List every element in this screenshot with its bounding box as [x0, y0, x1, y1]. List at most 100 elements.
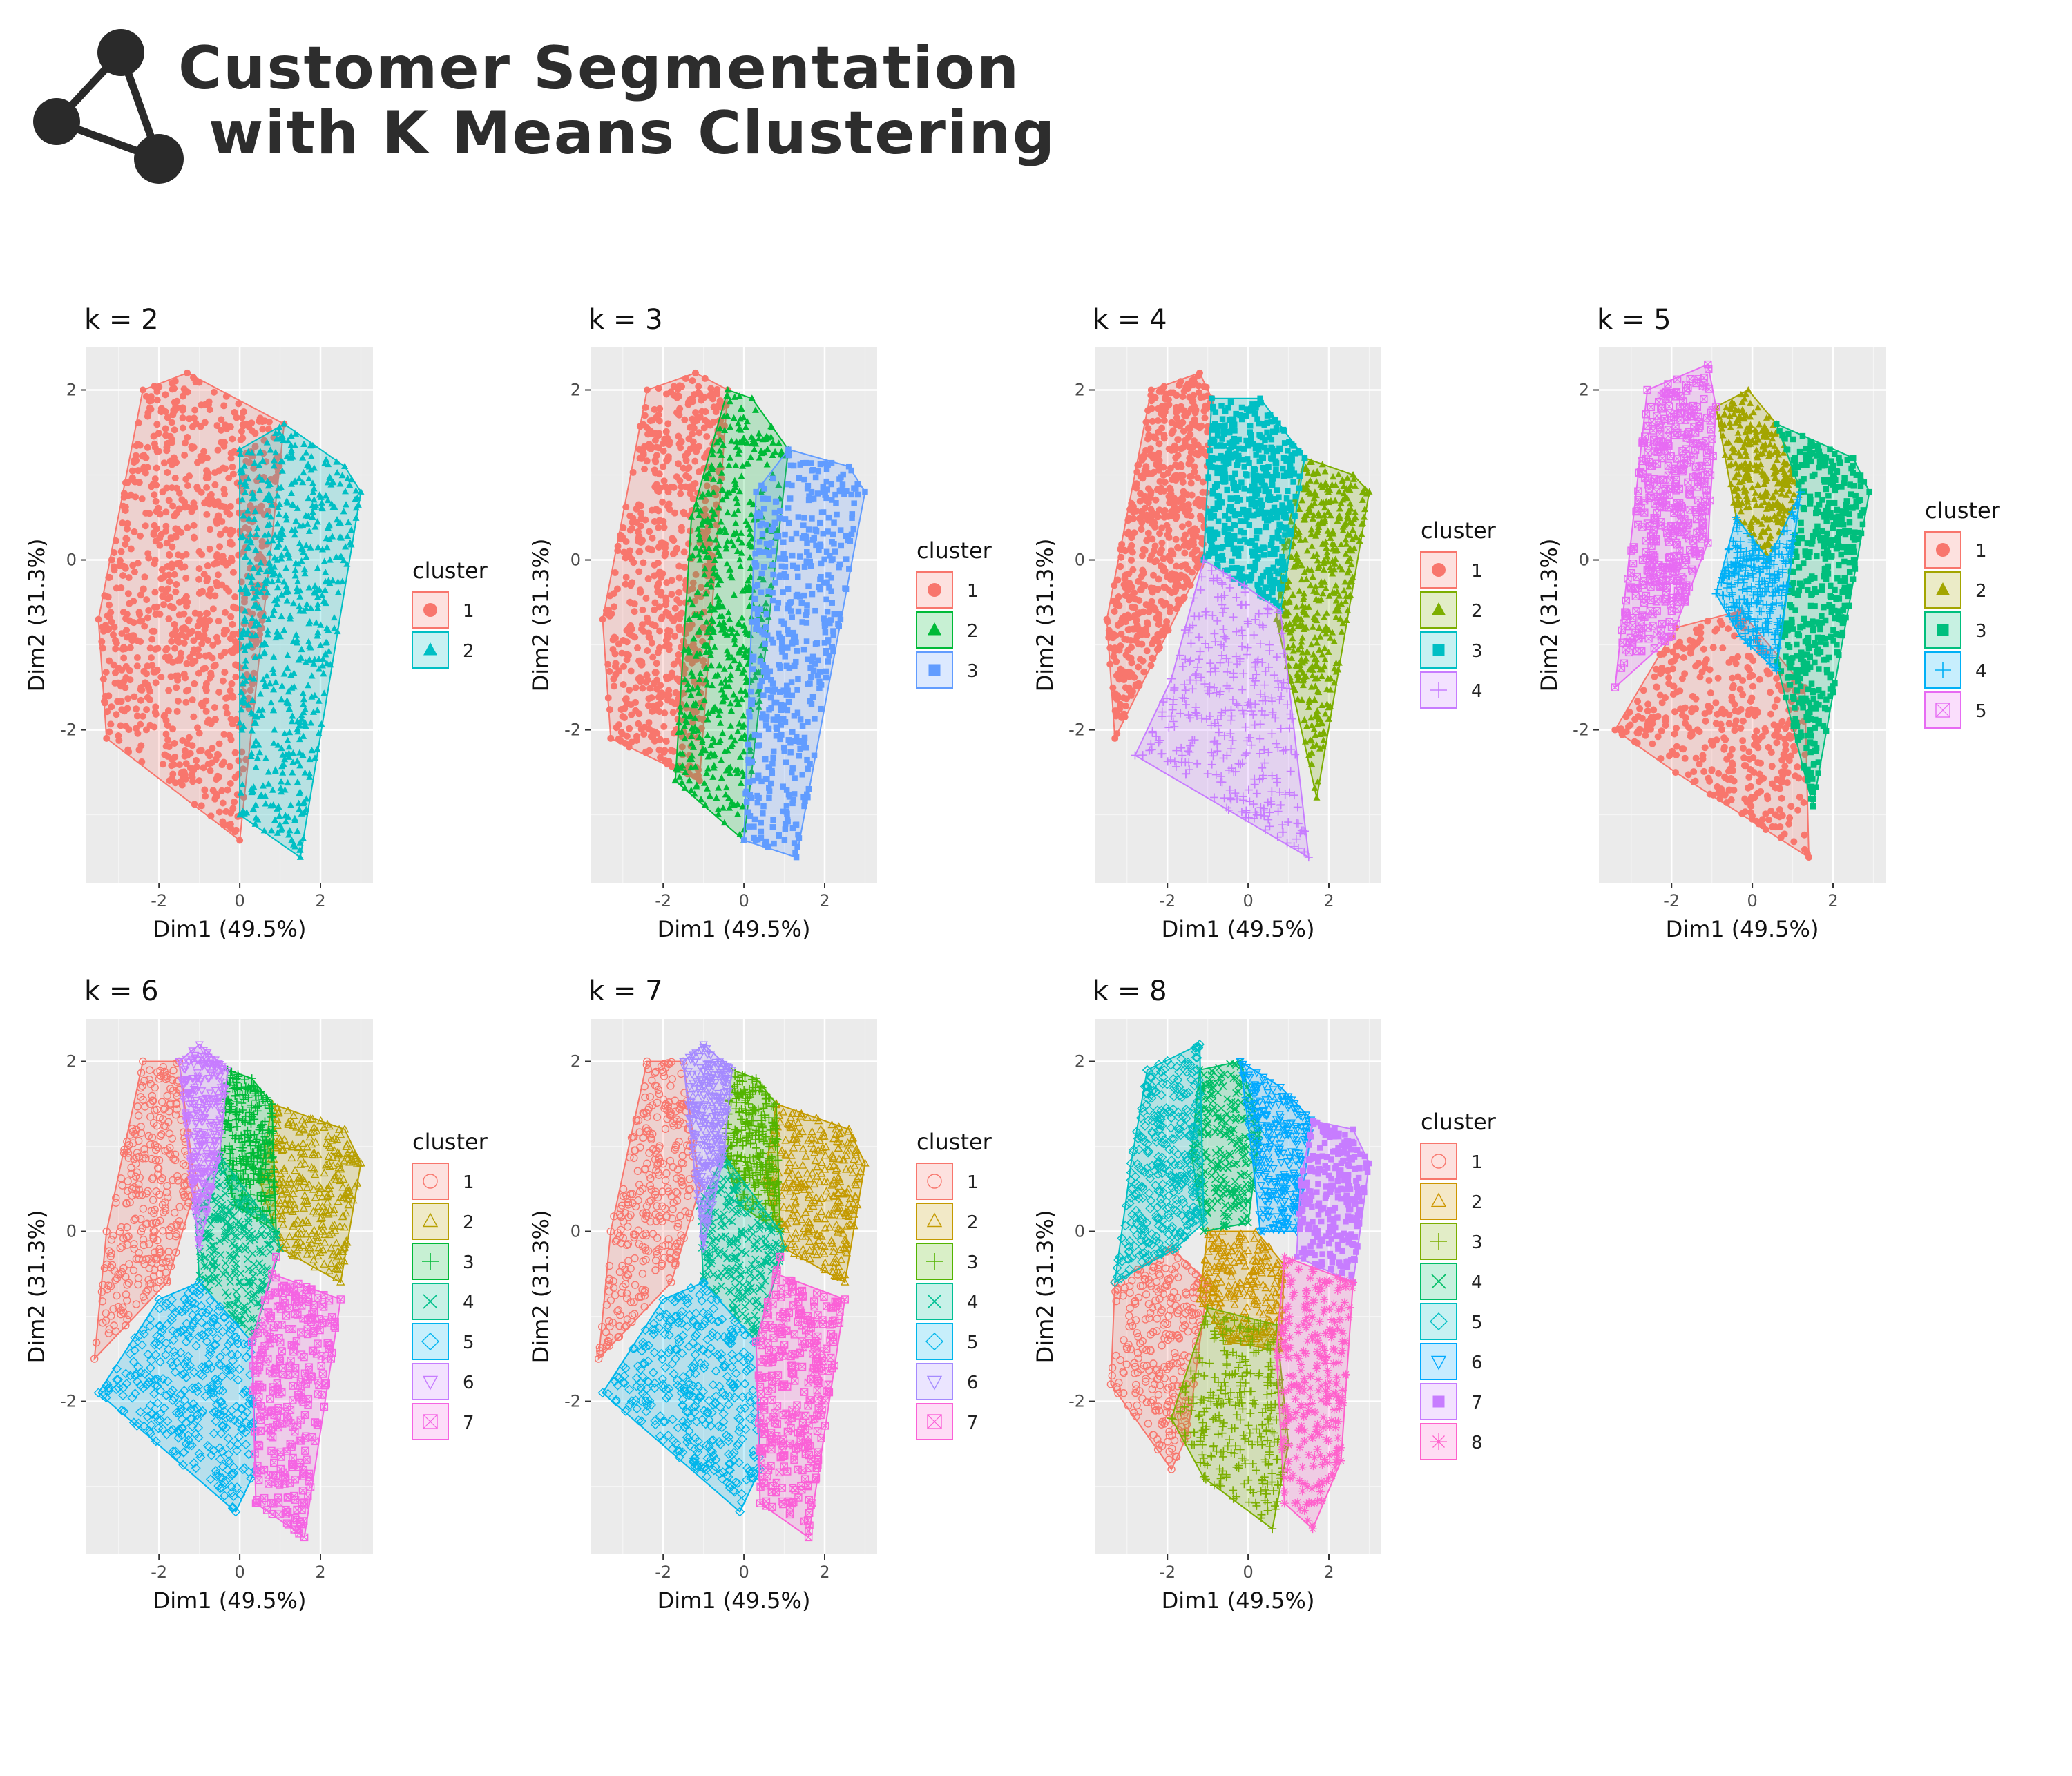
cluster-points [1106, 1244, 1212, 1473]
x-tick-label: 0 [234, 1563, 244, 1582]
cluster-plot-4: k = 4 -2 0 2 -2 0 2 Dim1 (49.5%) Dim2 (31.3%) clu… [1036, 296, 1539, 967]
legend-label: 2 [463, 641, 474, 662]
legend-key-1: 1 [412, 1163, 474, 1200]
legend-label: 3 [1471, 641, 1483, 662]
cluster-5 [1110, 1039, 1209, 1288]
legend-label: 8 [1471, 1433, 1483, 1453]
legend-label: 3 [1471, 1232, 1483, 1253]
y-axis-title: Dim2 (31.3%) [532, 539, 554, 692]
legend-label: 5 [967, 1333, 979, 1353]
legend-key-3: 3 [1420, 1223, 1483, 1260]
y-tick-label: 2 [66, 1052, 77, 1071]
legend-key-2: 2 [1420, 591, 1483, 629]
legend-label: 1 [1975, 541, 1987, 562]
y-tick-label: 2 [1579, 381, 1589, 400]
legend-label: 3 [1975, 621, 1987, 642]
cluster-points [1611, 360, 1720, 691]
cluster-points [1712, 386, 1805, 563]
cluster-points [1294, 1118, 1372, 1286]
legend-key-4: 4 [916, 1283, 979, 1320]
cluster-points [256, 1099, 365, 1286]
legend-key-3: 3 [1924, 611, 1987, 649]
cluster-points [93, 1277, 261, 1517]
legend-key-1: 1 [1420, 1143, 1483, 1180]
cluster-points [1131, 555, 1313, 862]
x-tick-label: 2 [819, 891, 829, 910]
legend-key-4: 4 [1420, 1263, 1483, 1300]
legend-label: 6 [967, 1373, 979, 1393]
legend-title: cluster [1421, 1109, 1497, 1135]
cluster-points [760, 1099, 870, 1286]
scatter-chart: k = 6 -2 0 2 -2 0 2 Dim1 (49.5%) Dim2 (31.3%) clu… [28, 975, 488, 1614]
legend-label: 3 [463, 1252, 474, 1273]
y-tick-label: 0 [66, 551, 77, 570]
legend-label: 2 [967, 1212, 979, 1233]
legend: cluster 1 2 3 4 5 6 7 [412, 1129, 488, 1440]
y-tick-label: 2 [570, 381, 581, 400]
cluster-points [696, 1151, 789, 1346]
cluster-5 [597, 1277, 765, 1517]
legend-label: 1 [463, 601, 474, 622]
y-tick-label: -2 [60, 1392, 77, 1411]
cluster-points [1272, 1252, 1358, 1534]
legend-key-4: 4 [1924, 651, 1987, 689]
x-tick-label: 0 [234, 891, 244, 910]
cluster-1 [594, 1057, 704, 1363]
cluster-plot-2: k = 2 -2 0 2 -2 0 2 Dim1 (49.5%) Dim2 (31.3%) clu… [28, 296, 531, 967]
legend-label: 3 [967, 1252, 979, 1273]
legend-label: 7 [1471, 1393, 1483, 1413]
x-tick-label: 2 [1828, 891, 1838, 910]
cluster-points [594, 1057, 704, 1363]
legend-key-5: 5 [1420, 1303, 1483, 1340]
cluster-1 [1103, 369, 1216, 742]
y-tick-label: -2 [60, 720, 77, 740]
cluster-4 [696, 1151, 789, 1346]
legend-key-7: 7 [1420, 1383, 1483, 1420]
legend-label: 1 [1471, 561, 1483, 582]
cluster-points [215, 1065, 280, 1236]
cluster-points [671, 386, 792, 843]
legend-title: cluster [412, 557, 488, 584]
x-axis-title: Dim1 (49.5%) [153, 916, 307, 942]
y-tick-label: 2 [570, 1052, 581, 1071]
y-tick-label: 0 [66, 1222, 77, 1241]
legend-title: cluster [917, 1129, 992, 1155]
y-tick-label: 0 [570, 551, 581, 570]
cluster-points [1103, 369, 1216, 742]
cluster-3 [740, 446, 868, 861]
x-tick-label: 0 [738, 1563, 749, 1582]
cluster-5 [93, 1277, 261, 1517]
panel-title: k = 5 [1597, 304, 1671, 336]
x-tick-label: 2 [819, 1563, 829, 1582]
cluster-2 [760, 1099, 870, 1286]
x-tick-label: 0 [1243, 891, 1253, 910]
legend-key-5: 5 [412, 1323, 474, 1360]
cluster-2 [236, 420, 365, 860]
legend-label: 7 [463, 1413, 474, 1433]
legend-label: 2 [1471, 1192, 1483, 1213]
scatter-chart: k = 3 -2 0 2 -2 0 2 Dim1 (49.5%) Dim2 (31.3%) clu… [532, 304, 992, 942]
cluster-3 [215, 1065, 280, 1236]
cluster-plot-3: k = 3 -2 0 2 -2 0 2 Dim1 (49.5%) Dim2 (31.3%) clu… [532, 296, 1035, 967]
legend-label: 4 [1471, 1272, 1483, 1293]
cluster-8 [1272, 1252, 1358, 1534]
legend-title: cluster [917, 537, 992, 564]
y-axis-title: Dim2 (31.3%) [1540, 539, 1562, 692]
scatter-chart: k = 5 -2 0 2 -2 0 2 Dim1 (49.5%) Dim2 (31.3%) clu… [1540, 304, 2001, 942]
cluster-6 [175, 1041, 232, 1254]
y-tick-label: -2 [564, 1392, 581, 1411]
legend-label: 6 [463, 1373, 474, 1393]
x-axis-title: Dim1 (49.5%) [1162, 1587, 1315, 1614]
legend-label: 2 [1975, 581, 1987, 602]
x-tick-label: 0 [738, 891, 749, 910]
scatter-chart: k = 7 -2 0 2 -2 0 2 Dim1 (49.5%) Dim2 (31.3%) clu… [532, 975, 992, 1614]
legend-label: 4 [1975, 661, 1987, 682]
cluster-points [1167, 1304, 1293, 1534]
y-tick-label: 2 [66, 381, 77, 400]
cluster-3 [1200, 395, 1308, 614]
legend-key-6: 6 [1420, 1343, 1483, 1380]
x-tick-label: 0 [1243, 1563, 1253, 1582]
cluster-5 [1611, 360, 1720, 691]
x-axis-title: Dim1 (49.5%) [658, 916, 811, 942]
